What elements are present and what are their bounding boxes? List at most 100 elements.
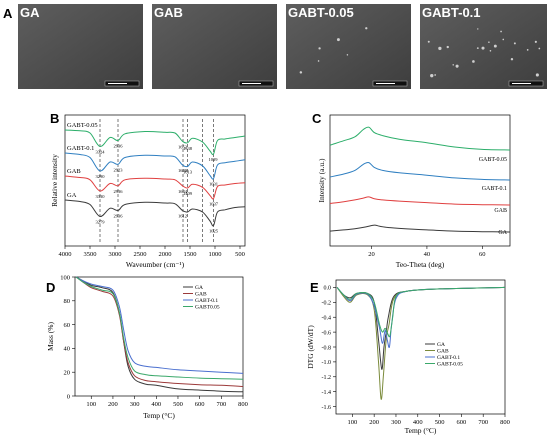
series-line <box>64 175 246 200</box>
plot-frame <box>64 114 246 247</box>
x-tick-label: 20 <box>368 251 375 258</box>
legend-label: GAB <box>437 349 449 355</box>
y-tick-label: 40 <box>64 346 71 353</box>
peak-label: 2923 <box>114 167 124 172</box>
sem-particle <box>318 47 321 50</box>
ftir-chart: 4000 3500 3000 2500 2000 1500 1000 500 Waveumber… <box>50 114 246 269</box>
y-axis-label: DTG (dW/dT) <box>306 325 315 369</box>
y-tick-label: 0.0 <box>324 286 332 292</box>
x-tick-label: 300 <box>130 401 140 408</box>
legend-label: GABT-0.1 <box>437 355 460 361</box>
peak-label: 3279 <box>96 220 106 225</box>
sem-particle <box>488 41 490 43</box>
y-tick-label: 60 <box>64 322 71 329</box>
panel-letter-d: D <box>46 280 55 295</box>
sem-particle <box>299 71 303 74</box>
sem-image <box>420 4 547 89</box>
sem-particle <box>526 49 529 51</box>
xrd-chart: 20 40 60 Teo-Theta (deg) Intensity (a.u.) GAB… <box>317 114 511 269</box>
sem-label: GA <box>20 5 40 20</box>
sem-particle <box>489 50 492 52</box>
series-label: GABT-0.1 <box>482 186 507 192</box>
series-label: GABT-0.1 <box>67 145 94 152</box>
tga-chart: 100 200 300 400 500 600 700 800 0 20 40 60 80 100 Temp… <box>46 274 248 420</box>
sem-label: GAB <box>154 5 183 20</box>
sem-image <box>152 4 277 89</box>
x-axis-label: Teo-Theta (deg) <box>396 260 445 269</box>
x-tick-label: 400 <box>151 401 161 408</box>
legend-label: GABT0.05 <box>195 305 220 311</box>
y-tick-label: -1.2 <box>322 375 332 381</box>
sem-particle <box>365 27 368 30</box>
x-tick-label: 400 <box>413 419 423 426</box>
peak-label: 2936 <box>114 189 124 194</box>
sem-tile: GABT-0.1 <box>420 4 547 89</box>
peak-label: 1644 <box>178 189 188 194</box>
series-line <box>336 286 506 400</box>
series-label: GA <box>67 192 77 199</box>
x-tick-label: 800 <box>238 401 248 408</box>
y-tick-label: -0.4 <box>322 316 332 322</box>
y-tick-label: -1.6 <box>322 405 332 411</box>
plot-frame <box>74 276 244 397</box>
x-tick-label: 2000 <box>159 251 172 258</box>
sem-particle <box>510 58 514 61</box>
series-line <box>75 276 244 374</box>
sem-particle <box>427 40 430 43</box>
x-tick-label: 1500 <box>184 251 197 258</box>
series-label: GAB <box>494 208 507 214</box>
y-tick-label: 20 <box>64 370 71 377</box>
x-tick-label: 3000 <box>109 251 122 258</box>
peak-label: 3330 <box>96 194 106 199</box>
sem-particle <box>446 45 449 49</box>
y-axis-label: Mass (%) <box>46 322 55 351</box>
peak-label: 3290 <box>96 174 106 179</box>
y-tick-label: -0.6 <box>322 330 332 336</box>
sem-particle <box>513 42 516 45</box>
x-tick-label: 4000 <box>59 251 72 258</box>
x-axis-label: Waveumber (cm⁻¹) <box>126 260 185 269</box>
sem-image <box>286 4 411 89</box>
sem-particle <box>452 64 454 66</box>
peak-label: 3324 <box>96 150 106 155</box>
sem-particle <box>500 30 502 33</box>
peak-label: 1652 <box>178 144 187 149</box>
sem-particle <box>434 74 437 76</box>
series-label: GABT-0.05 <box>67 122 98 129</box>
peak-label: 1031 <box>209 182 218 187</box>
panel-letter-b: B <box>50 111 59 126</box>
series-line <box>329 161 511 181</box>
x-tick-label: 60 <box>479 251 486 258</box>
sem-particle <box>476 47 479 50</box>
sem-particle <box>317 60 320 62</box>
x-tick-label: 600 <box>195 401 205 408</box>
dtg-chart: 100 200 300 400 500 600 700 800 0.0 -0.2 -0.4 -0.6 -… <box>306 279 510 435</box>
x-tick-label: 3500 <box>84 251 97 258</box>
peak-label: 1640 <box>178 168 188 173</box>
sem-particle <box>493 44 497 48</box>
plot-frame <box>335 279 506 415</box>
y-tick-label: 100 <box>60 274 70 281</box>
peak-label: 1409 <box>183 191 193 196</box>
peak-label: 1612 <box>178 214 187 219</box>
x-tick-label: 2500 <box>134 251 147 258</box>
sem-particle <box>534 40 537 43</box>
x-tick-label: 1000 <box>209 251 222 258</box>
sem-image <box>18 4 143 89</box>
x-tick-label: 200 <box>369 419 379 426</box>
peak-label: 1039 <box>209 157 219 162</box>
sem-particle <box>336 38 340 42</box>
x-tick-label: 100 <box>86 401 96 408</box>
x-tick-label: 700 <box>216 401 226 408</box>
series-line <box>64 129 246 156</box>
x-axis-label: Temp (°C) <box>405 426 437 435</box>
legend-label: GA <box>195 285 203 291</box>
y-tick-label: 80 <box>64 298 71 305</box>
series-label: GABT-0.05 <box>479 157 507 163</box>
y-axis-label: Relative intensity <box>50 154 59 207</box>
sem-particle <box>430 73 434 78</box>
peak-label: 1538 <box>183 146 193 151</box>
sem-particle <box>502 38 505 41</box>
series-label: GA <box>498 230 507 236</box>
